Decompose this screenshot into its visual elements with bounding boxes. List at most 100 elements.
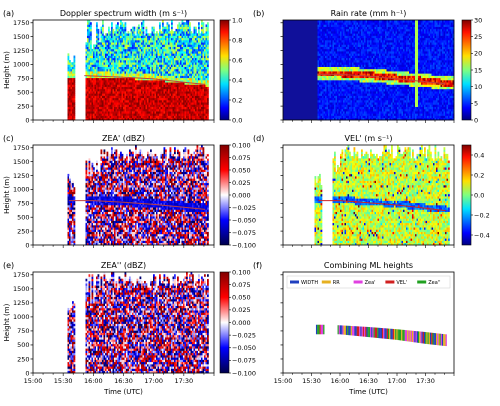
cell — [183, 22, 185, 25]
cell — [135, 71, 137, 74]
cell — [165, 93, 167, 96]
cell — [178, 68, 181, 72]
cell — [177, 66, 179, 70]
cell — [127, 68, 130, 72]
cell — [144, 60, 146, 63]
cell — [177, 35, 179, 39]
cell — [124, 22, 127, 25]
cell — [130, 71, 133, 74]
cell — [135, 64, 137, 67]
cell — [150, 68, 152, 72]
cell — [142, 33, 145, 36]
cell — [157, 66, 160, 70]
cell — [97, 42, 100, 45]
cell — [160, 48, 163, 52]
cell — [162, 53, 164, 56]
cell — [180, 111, 182, 114]
cell — [172, 95, 175, 99]
cell — [145, 95, 148, 99]
cell — [175, 37, 178, 41]
cell — [102, 51, 104, 54]
cell — [207, 106, 209, 110]
cell — [168, 93, 170, 96]
cell — [72, 102, 74, 105]
cell — [106, 66, 109, 70]
cell — [126, 82, 128, 85]
cell — [94, 77, 97, 81]
cell — [141, 64, 143, 67]
cell — [157, 88, 160, 92]
cell — [94, 60, 97, 63]
cell — [69, 100, 71, 103]
cell — [177, 84, 179, 87]
cell — [135, 66, 137, 70]
cell — [121, 46, 124, 50]
cell — [186, 60, 188, 63]
cell — [174, 33, 176, 36]
cell — [106, 44, 109, 47]
cell — [186, 37, 188, 41]
cell — [165, 84, 167, 87]
cell — [70, 95, 73, 99]
cell — [88, 31, 91, 34]
cell — [184, 68, 187, 72]
cell — [85, 113, 88, 116]
cell — [136, 113, 139, 116]
cell — [111, 80, 113, 83]
cell — [207, 77, 209, 81]
cell — [148, 97, 151, 101]
cell — [114, 44, 116, 47]
cell — [153, 37, 155, 41]
cell — [180, 33, 182, 36]
cell — [93, 88, 95, 92]
cell — [195, 28, 197, 32]
cell — [87, 66, 89, 70]
cell — [151, 80, 154, 83]
cell — [115, 106, 118, 110]
cell — [172, 111, 175, 114]
cell — [157, 97, 160, 101]
cell — [132, 40, 134, 43]
cell — [91, 91, 94, 94]
cell — [88, 75, 91, 79]
cell — [187, 37, 190, 41]
cell — [145, 108, 148, 112]
cell — [115, 46, 118, 50]
cell — [163, 64, 166, 67]
cell — [111, 68, 113, 72]
cell — [153, 111, 155, 114]
cell — [166, 111, 169, 114]
cell — [120, 46, 122, 50]
cell — [145, 86, 148, 90]
cell — [126, 53, 128, 56]
cell — [120, 86, 122, 90]
cell — [132, 26, 134, 30]
cell — [88, 66, 91, 70]
cell — [117, 35, 119, 39]
cell — [162, 71, 164, 74]
cell — [112, 44, 115, 47]
cell — [105, 46, 107, 50]
cell — [106, 93, 109, 96]
cell — [127, 55, 130, 59]
cell — [183, 62, 185, 65]
cell — [88, 28, 91, 32]
cell — [144, 84, 146, 87]
cell — [142, 115, 145, 119]
cell — [189, 91, 191, 94]
cell — [115, 88, 118, 92]
cell — [168, 53, 170, 56]
cell — [202, 28, 205, 32]
cell — [133, 82, 136, 85]
cell — [168, 64, 170, 67]
cell — [180, 48, 182, 52]
cell — [153, 42, 155, 45]
cell — [115, 108, 118, 112]
cell — [67, 113, 70, 116]
cell — [175, 53, 178, 56]
cell — [100, 111, 103, 114]
cell — [175, 93, 178, 96]
cell — [88, 68, 91, 72]
cell — [105, 88, 107, 92]
cell — [100, 71, 103, 74]
